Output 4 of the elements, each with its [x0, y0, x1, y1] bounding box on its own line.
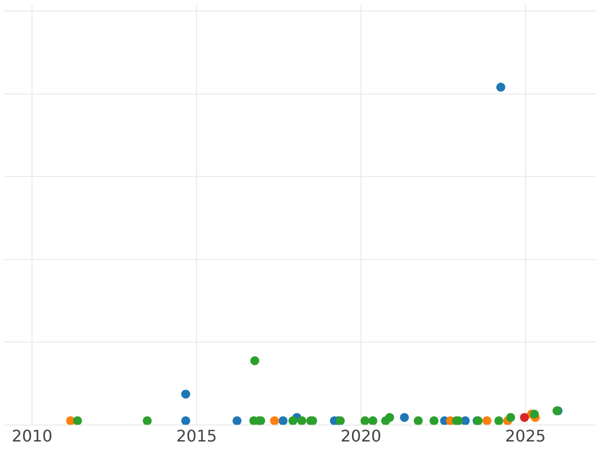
x-tick-label: 2025 — [505, 426, 546, 446]
x-tick-label: 2010 — [12, 426, 52, 446]
x-tick-label: 2020 — [340, 426, 382, 446]
x-tick-label: 2015 — [176, 426, 217, 446]
